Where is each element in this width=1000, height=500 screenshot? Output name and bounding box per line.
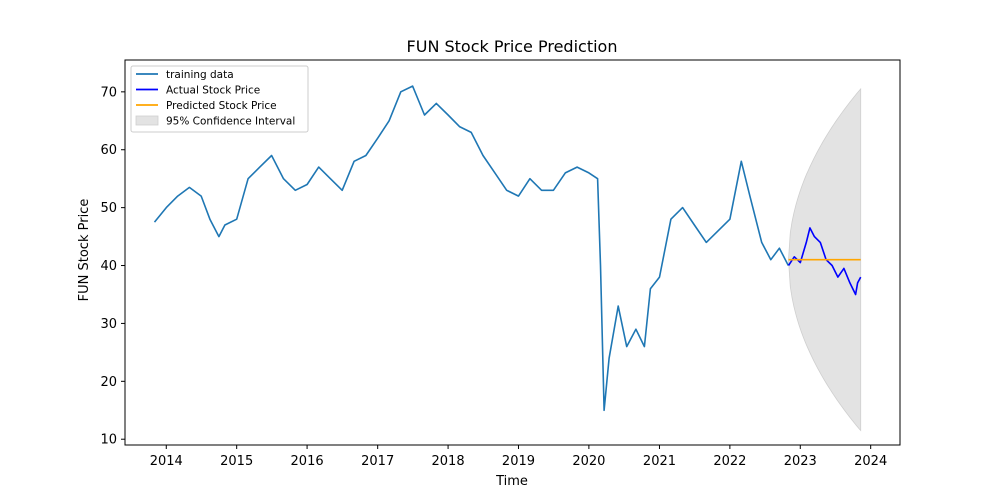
x-tick-label: 2014	[150, 454, 183, 469]
x-tick-label: 2017	[361, 454, 394, 469]
x-tick-label: 2019	[502, 454, 535, 469]
x-tick-label: 2021	[643, 454, 676, 469]
y-tick-label: 50	[100, 201, 117, 216]
x-tick-label: 2024	[854, 454, 887, 469]
legend-label-predicted-stock-price: Predicted Stock Price	[166, 100, 277, 112]
legend-label-actual-stock-price: Actual Stock Price	[166, 84, 260, 96]
legend-box	[130, 65, 309, 133]
x-tick-label: 2018	[432, 454, 465, 469]
legend: training data Actual Stock Price Predicted…	[130, 65, 309, 133]
x-tick-label: 2023	[784, 454, 817, 469]
legend-label-95-confidence-interval: 95% Confidence Interval	[166, 115, 295, 127]
x-axis-label: Time	[495, 474, 528, 489]
y-tick-label: 60	[100, 143, 117, 158]
plot-frame	[124, 59, 901, 446]
x-tick-label: 2020	[572, 454, 605, 469]
y-axis-label: FUN Stock Price	[77, 199, 92, 302]
y-tick-label: 30	[100, 317, 117, 332]
x-tick-label: 2016	[291, 454, 324, 469]
chart-title: FUN Stock Price Prediction	[407, 37, 618, 56]
legend-label-training-data: training data	[166, 69, 234, 81]
y-tick-label: 40	[100, 259, 117, 274]
legend-swatch-95-confidence-interval	[135, 115, 159, 126]
plot-area	[153, 85, 862, 432]
y-tick-label: 20	[100, 375, 117, 390]
y-tick-label: 70	[100, 85, 117, 100]
x-tick-label: 2015	[220, 454, 253, 469]
axes: 2014 2015 2016 2017 2018 2019 2020 2021 2022 2023…	[100, 85, 887, 469]
x-tick-label: 2022	[713, 454, 746, 469]
series-training-data-line	[153, 85, 790, 412]
y-tick-label: 10	[100, 433, 117, 448]
